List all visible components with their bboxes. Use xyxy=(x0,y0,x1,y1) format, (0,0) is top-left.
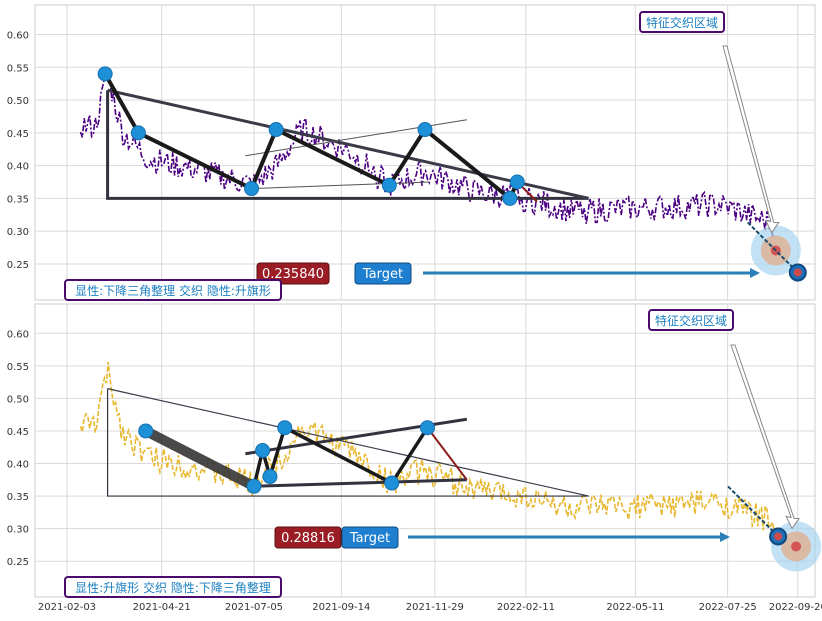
target-label: Target xyxy=(362,267,403,282)
x-tick-label: 2022-07-25 xyxy=(699,602,757,613)
zigzag-line xyxy=(103,72,520,201)
y-tick-label: 0.60 xyxy=(7,329,29,340)
pattern-label-box xyxy=(64,279,282,301)
target-point-core xyxy=(774,532,783,541)
target-label-box xyxy=(341,526,399,549)
pivot-point xyxy=(244,181,260,197)
y-tick-label: 0.40 xyxy=(7,162,29,173)
y-tick-label: 0.30 xyxy=(7,227,29,238)
pivot-point xyxy=(255,443,271,458)
triangle-upper-line xyxy=(107,88,589,200)
triangle-outline xyxy=(106,90,589,200)
target-zone-center xyxy=(791,541,802,552)
annotation-box xyxy=(648,309,734,331)
target-label-box xyxy=(354,262,412,285)
y-tick-label: 0.40 xyxy=(7,460,29,471)
pivot-point xyxy=(417,122,433,138)
pattern-label: 显性:升旗形 交织 隐性:下降三角整理 xyxy=(75,580,271,595)
pivot-point xyxy=(246,478,262,494)
x-tick-label: 2021-09-14 xyxy=(312,602,370,613)
y-tick-label: 0.30 xyxy=(7,525,29,536)
y-tick-label: 0.25 xyxy=(7,557,29,568)
x-tick-label: 2021-04-21 xyxy=(133,602,191,613)
price-label-box xyxy=(274,526,342,549)
y-tick-label: 0.55 xyxy=(7,63,29,74)
y-tick-label: 0.50 xyxy=(7,96,29,107)
plot-area xyxy=(34,303,816,598)
pattern-label: 显性:下降三角整理 交织 隐性:升旗形 xyxy=(75,283,271,298)
annotation-box xyxy=(639,11,725,33)
pivot-point xyxy=(268,122,284,138)
pattern-label-box xyxy=(64,576,282,598)
x-tick-label: 2022-02-11 xyxy=(497,602,555,613)
pivot-point xyxy=(419,420,435,436)
x-tick-label: 2021-11-29 xyxy=(406,602,464,613)
y-tick-label: 0.45 xyxy=(7,129,29,140)
pivot-point xyxy=(384,475,400,491)
target-arrow-head xyxy=(750,268,760,278)
y-tick-label: 0.50 xyxy=(7,394,29,405)
pivot-point xyxy=(509,174,525,190)
target-arrow-head xyxy=(720,532,730,542)
y-tick-label: 0.60 xyxy=(7,31,29,42)
y-tick-label: 0.35 xyxy=(7,194,29,205)
triangle-upper-line xyxy=(107,388,589,497)
annotation-box-label: 特征交织区域 xyxy=(646,15,718,30)
x-tick-label: 2021-02-03 xyxy=(38,602,96,613)
callout-arrow xyxy=(722,45,780,234)
price-label: 0.235840 xyxy=(262,267,324,282)
x-tick-label: 2022-05-11 xyxy=(606,602,664,613)
annotation-box-label: 特征交织区域 xyxy=(655,313,727,328)
flag-lower-line xyxy=(253,181,430,190)
breakout-line xyxy=(426,427,468,481)
pivot-point xyxy=(381,177,397,193)
pivot-point xyxy=(262,469,278,485)
y-tick-label: 0.25 xyxy=(7,260,29,271)
pivot-point xyxy=(502,190,518,206)
plot-area xyxy=(34,4,816,301)
y-tick-label: 0.35 xyxy=(7,492,29,503)
pivot-point xyxy=(130,125,146,141)
flagpole-line xyxy=(140,425,259,492)
y-tick-label: 0.55 xyxy=(7,362,29,373)
x-tick-label: 2021-07-05 xyxy=(225,602,283,613)
price-series-line xyxy=(79,72,776,239)
pivot-point xyxy=(277,420,293,436)
price-label-box xyxy=(256,262,330,285)
callout-arrow xyxy=(730,344,801,530)
pivot-point xyxy=(138,423,154,439)
price-label: 0.28816 xyxy=(281,531,335,546)
flag-lower-line xyxy=(253,478,467,488)
pivot-point xyxy=(97,66,113,82)
target-point-core xyxy=(793,268,802,277)
target-label: Target xyxy=(349,531,390,546)
triangle-outline xyxy=(106,388,589,497)
x-tick-label: 2022-09-20 xyxy=(769,602,822,613)
y-tick-label: 0.45 xyxy=(7,427,29,438)
